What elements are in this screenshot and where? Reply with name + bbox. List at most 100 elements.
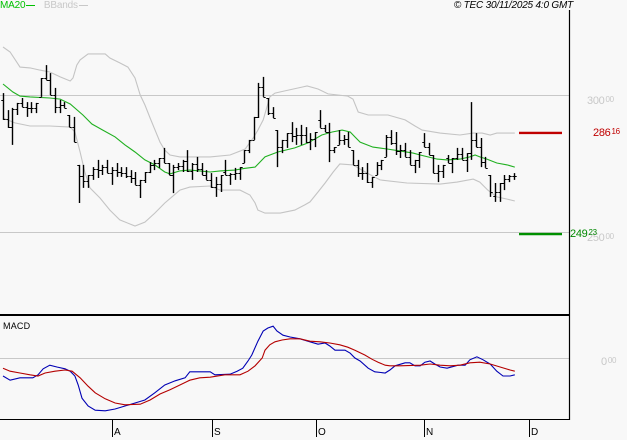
ohlc-bar [58, 99, 63, 114]
ohlc-bar [290, 122, 295, 143]
ma20-polyline [2, 83, 515, 175]
ohlc-bar [502, 175, 507, 191]
support-level-label: 24923 [570, 229, 597, 240]
ohlc-bar [190, 163, 195, 180]
ohlc-bar [271, 107, 276, 119]
macd-lines [2, 325, 515, 412]
ohlc-bar [219, 175, 224, 192]
ohlc-bar [10, 107, 15, 145]
ohlc-bar [39, 78, 44, 98]
legend-bbands-label: BBands [43, 0, 78, 11]
zero-dec: 00 [607, 356, 617, 365]
macd-polyline [2, 325, 515, 412]
ohlc-bar [171, 164, 176, 194]
ohlc-bar [204, 170, 209, 181]
ohlc-bar [105, 159, 110, 174]
ohlc-bar [91, 167, 96, 180]
ohlc-bar [81, 164, 86, 188]
ohlc-bar [77, 164, 82, 203]
y-label-dec: 00 [605, 95, 614, 104]
level-int: 249 [570, 228, 588, 240]
ohlc-bar [351, 150, 356, 166]
ohlc-bar [498, 183, 503, 202]
ohlc-bar [53, 87, 58, 114]
ohlc-bar [308, 133, 313, 151]
ma20-line [2, 83, 515, 175]
ohlc-bar [110, 167, 115, 185]
ohlc-bar [86, 175, 91, 188]
copyright-timestamp: © TEC 30/11/2025 4:0 GMT [453, 0, 573, 11]
signal-polyline [2, 338, 515, 406]
legend-ma20-swatch [26, 4, 36, 6]
ohlc-bar [233, 167, 238, 180]
resistance-level-label: 28616 [593, 128, 620, 139]
level-dec: 16 [611, 127, 620, 136]
ohlc-bar [394, 132, 399, 155]
ohlc-bar [48, 73, 53, 96]
ohlc-bar [143, 172, 148, 183]
ohlc-bar [209, 173, 214, 188]
ohlc-bar [323, 124, 328, 133]
ohlc-bar [44, 65, 49, 81]
ohlc-bar [455, 147, 460, 160]
ohlc-bar [488, 175, 493, 197]
ohlc-bar [238, 167, 243, 180]
ohlc-bar [507, 175, 512, 183]
ohlc-bar [422, 133, 427, 148]
ohlc-bar [337, 130, 342, 146]
ohlc-bar [275, 130, 280, 168]
ohlc-bar [1, 93, 6, 120]
ohlc-bar [67, 115, 72, 128]
ohlc-bar [133, 172, 138, 186]
ohlc-bar [20, 98, 25, 108]
ohlc-bar [176, 163, 181, 171]
ohlc-bar [436, 164, 441, 183]
y-label-int: 250 [587, 232, 605, 244]
macd-panel-title: MACD [3, 321, 31, 331]
y-label-dec: 00 [605, 232, 614, 241]
ohlc-bar [223, 159, 228, 176]
ohlc-bar [441, 164, 446, 178]
ohlc-bar [124, 167, 129, 178]
ohlc-bar [256, 82, 261, 118]
ohlc-bar [266, 98, 271, 115]
legend-bbands-swatch [78, 4, 88, 6]
ohlc-bar [304, 127, 309, 143]
y-label-int: 300 [587, 95, 605, 107]
ohlc-bar [285, 133, 290, 148]
x-tick-label-dec: D [531, 427, 539, 438]
ohlc-bar [398, 144, 403, 158]
ohlc-bar [479, 138, 484, 168]
ohlc-bar [72, 116, 77, 143]
ohlc-bar [185, 150, 190, 172]
bollinger-bands [2, 46, 515, 227]
ohlc-bar [280, 139, 285, 154]
ohlc-bar [431, 155, 436, 174]
level-int: 286 [593, 127, 611, 139]
ohlc-bar [152, 159, 157, 171]
ohlc-bar [379, 159, 384, 171]
ohlc-bar [408, 150, 413, 166]
ohlc-bar [119, 167, 124, 177]
bband-lower-line [2, 117, 515, 227]
ohlc-bar [469, 102, 474, 160]
legend-ma20-label: MA20 [0, 0, 26, 11]
ohlc-bar [6, 110, 11, 128]
ohlc-bar [138, 179, 143, 198]
chart-frame [0, 10, 571, 420]
ohlc-bar [96, 159, 101, 178]
ohlc-bar [228, 173, 233, 185]
ohlc-bar [62, 102, 67, 109]
ohlc-bar [403, 142, 408, 158]
gridlines [0, 95, 569, 359]
level-dec: 23 [588, 228, 597, 237]
ohlc-bar [450, 158, 455, 174]
ohlc-bar [493, 183, 498, 202]
ohlc-bar [332, 147, 337, 154]
y-axis-label-250: 25000 [587, 233, 614, 244]
x-tick-label-nov: N [426, 427, 434, 438]
ohlc-bar [318, 110, 323, 129]
ohlc-bar [157, 158, 162, 168]
ohlc-bar [129, 170, 134, 183]
